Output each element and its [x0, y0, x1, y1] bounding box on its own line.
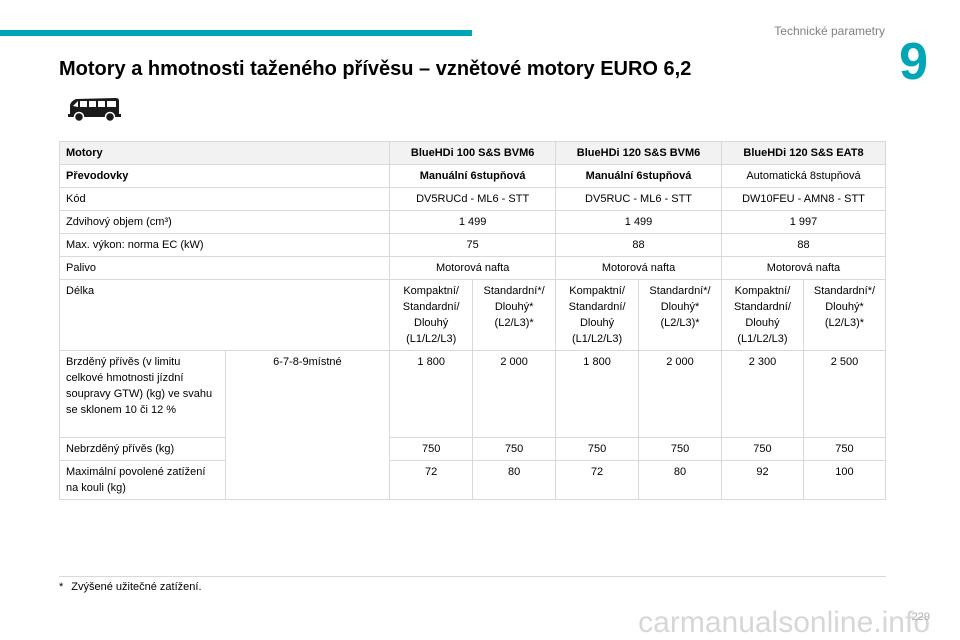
gearbox-row: Převodovky Manuální 6stupňová Manuální 6… — [58, 164, 887, 188]
engine-cell: BlueHDi 120 S&S BVM6 — [555, 141, 722, 165]
footnote-marker: * — [59, 581, 64, 593]
length-cell: Standardní*/ Dlouhý* (L2/L3)* — [802, 279, 887, 351]
chapter-number: 9 — [899, 33, 928, 91]
unbraked-cell: 750 — [555, 437, 640, 461]
power-row: Max. výkon: norma EC (kW) 75 88 88 — [58, 233, 887, 257]
displacement-cell: 1 499 — [389, 210, 557, 234]
fuel-cell: Motorová nafta — [720, 256, 887, 280]
braked-cell: 2 000 — [638, 350, 722, 438]
braked-trailer-row: Brzděný přívěs (v limitu celkové hmotnos… — [59, 350, 887, 500]
footnote-text: Zvýšené užitečné zatížení. — [71, 581, 202, 593]
braked-cell: 1 800 — [389, 350, 474, 438]
row-label: Kód — [58, 187, 391, 211]
code-cell: DV5RUC - ML6 - STT — [555, 187, 722, 211]
row-label: Délka — [58, 279, 391, 351]
footnote-divider — [59, 576, 886, 577]
unbraked-cell: 750 — [472, 437, 557, 461]
displacement-cell: 1 499 — [555, 210, 722, 234]
row-label: Maximální povolené zatížení na kouli (kg… — [59, 460, 226, 500]
footnote: * Zvýšené užitečné zatížení. — [59, 581, 202, 593]
unbraked-cell: 750 — [389, 437, 474, 461]
watermark: carmanualsonline.info — [638, 606, 930, 639]
engine-cell: BlueHDi 120 S&S EAT8 — [720, 141, 887, 165]
engine-cell: BlueHDi 100 S&S BVM6 — [389, 141, 557, 165]
ball-load-cell: 92 — [720, 460, 804, 500]
page-title: Motory a hmotnosti taženého přívěsu – vz… — [59, 58, 692, 80]
displacement-row: Zdvihový objem (cm³) 1 499 1 499 1 997 — [58, 210, 887, 234]
row-label: Zdvihový objem (cm³) — [58, 210, 391, 234]
unbraked-cell: 750 — [638, 437, 722, 461]
row-label: Brzděný přívěs (v limitu celkové hmotnos… — [59, 350, 226, 438]
length-cell: Standardní*/ Dlouhý* (L2/L3)* — [638, 279, 722, 351]
unbraked-trailer-row: Nebrzděný přívěs (kg) 750 750 750 750 75… — [59, 437, 887, 461]
engines-row: Motory BlueHDi 100 S&S BVM6 BlueHDi 120 … — [58, 141, 887, 165]
fuel-cell: Motorová nafta — [389, 256, 557, 280]
length-cell: Kompaktní/ Standardní/ Dlouhý (L1/L2/L3) — [555, 279, 640, 351]
ball-load-cell: 100 — [802, 460, 887, 500]
section-title: Technické parametry — [774, 24, 885, 38]
ball-load-row: Maximální povolené zatížení na kouli (kg… — [59, 460, 887, 500]
row-label: Max. výkon: norma EC (kW) — [58, 233, 391, 257]
unbraked-cell: 750 — [802, 437, 887, 461]
gearbox-cell: Automatická 8stupňová — [720, 164, 887, 188]
gearbox-cell: Manuální 6stupňová — [389, 164, 557, 188]
braked-cell: 2 300 — [720, 350, 804, 438]
unbraked-cell: 750 — [720, 437, 804, 461]
length-cell: Standardní*/ Dlouhý* (L2/L3)* — [472, 279, 557, 351]
gearbox-cell: Manuální 6stupňová — [555, 164, 722, 188]
ball-load-cell: 72 — [389, 460, 474, 500]
row-label: Palivo — [58, 256, 391, 280]
code-cell: DW10FEU - AMN8 - STT — [720, 187, 887, 211]
power-cell: 75 — [389, 233, 557, 257]
code-row: Kód DV5RUCd - ML6 - STT DV5RUC - ML6 - S… — [58, 187, 887, 211]
spec-table: Motory BlueHDi 100 S&S BVM6 BlueHDi 120 … — [58, 141, 887, 500]
van-icon — [68, 98, 121, 123]
length-cell: Kompaktní/ Standardní/ Dlouhý (L1/L2/L3) — [720, 279, 804, 351]
length-cell: Kompaktní/ Standardní/ Dlouhý (L1/L2/L3) — [389, 279, 474, 351]
fuel-row: Palivo Motorová nafta Motorová nafta Mot… — [58, 256, 887, 280]
chapter-color-bar — [0, 30, 472, 36]
row-label: Nebrzděný přívěs (kg) — [59, 437, 226, 461]
ball-load-cell: 72 — [555, 460, 640, 500]
row-label: Motory — [58, 141, 391, 165]
code-cell: DV5RUCd - ML6 - STT — [389, 187, 557, 211]
page-number: 229 — [911, 611, 930, 623]
braked-cell: 1 800 — [555, 350, 640, 438]
power-cell: 88 — [555, 233, 722, 257]
ball-load-cell: 80 — [638, 460, 722, 500]
displacement-cell: 1 997 — [720, 210, 887, 234]
power-cell: 88 — [720, 233, 887, 257]
braked-cell: 2 000 — [472, 350, 557, 438]
seats-cell: 6-7-8-9místné — [224, 350, 391, 500]
row-label: Převodovky — [58, 164, 391, 188]
ball-load-cell: 80 — [472, 460, 557, 500]
braked-cell: 2 500 — [802, 350, 887, 438]
fuel-cell: Motorová nafta — [555, 256, 722, 280]
length-row: Délka Kompaktní/ Standardní/ Dlouhý (L1/… — [58, 279, 887, 351]
